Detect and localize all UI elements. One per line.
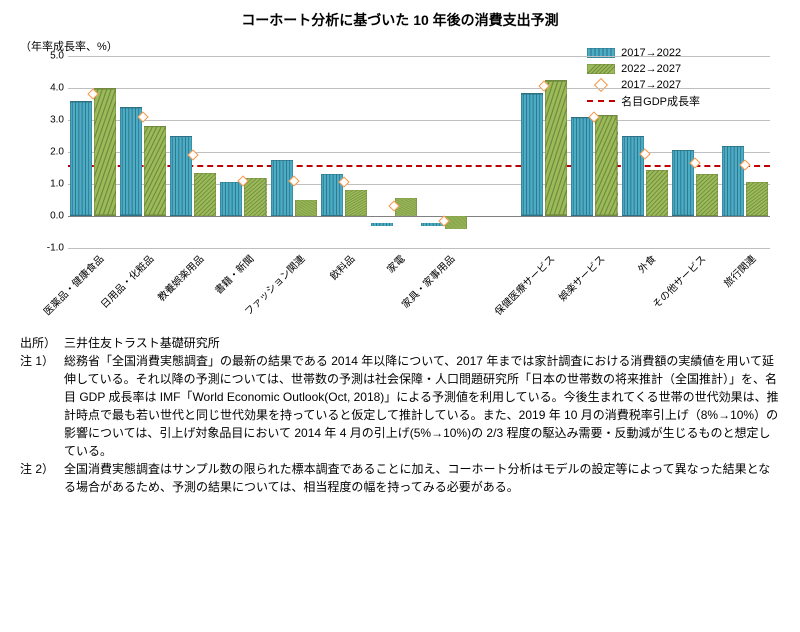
plot-area: -1.00.01.02.03.04.05.0医薬品・健康食品日用品・化粧品教養娯… [68, 56, 770, 248]
x-tick-label: 書籍・新聞 [208, 248, 257, 297]
note-text: 全国消費実態調査はサンプル数の限られた標本調査であることに加え、コーホート分析は… [64, 460, 780, 496]
bar [194, 173, 216, 216]
category-group: 保健医療サービス [519, 56, 569, 248]
note-row: 注 1）総務省「全国消費実態調査」の最新の結果である 2014 年以降について、… [20, 352, 780, 460]
gridline [68, 248, 770, 249]
bar [345, 190, 367, 216]
y-tick-label: 0.0 [50, 211, 68, 222]
chart-title: コーホート分析に基づいた 10 年後の消費支出予測 [20, 10, 780, 30]
bar [144, 126, 166, 216]
y-tick-label: 4.0 [50, 83, 68, 94]
y-tick-label: 5.0 [50, 51, 68, 62]
bar [646, 170, 668, 216]
x-tick-label: 医薬品・健康食品 [36, 248, 106, 318]
source-text: 三井住友トラスト基礎研究所 [64, 334, 780, 352]
note-key: 注 2） [20, 460, 64, 496]
bar [271, 160, 293, 216]
source-key: 出所） [20, 334, 64, 352]
category-group: 家具・家事用品 [419, 56, 469, 248]
y-tick-label: -1.0 [47, 243, 68, 254]
note-text: 総務省「全国消費実態調査」の最新の結果である 2014 年以降について、2017… [64, 352, 780, 460]
x-tick-label: 保健医療サービス [488, 248, 558, 318]
y-axis-label: （年率成長率、%） [20, 38, 118, 54]
note-key: 注 1） [20, 352, 64, 460]
bar [595, 115, 617, 216]
bar [94, 88, 116, 216]
y-tick-label: 3.0 [50, 115, 68, 126]
bar [722, 146, 744, 216]
bar [244, 178, 266, 216]
bar [521, 93, 543, 216]
category-group [469, 56, 519, 248]
bar [445, 216, 467, 229]
bar [421, 213, 443, 216]
bar [696, 174, 718, 216]
y-tick-label: 2.0 [50, 147, 68, 158]
category-group: ファッション関連 [269, 56, 319, 248]
source-row: 出所） 三井住友トラスト基礎研究所 [20, 334, 780, 352]
x-tick-label: 教養娯楽用品 [151, 248, 207, 304]
category-group: 家電 [369, 56, 419, 248]
x-tick-label: 外食 [630, 248, 658, 276]
bar [295, 200, 317, 216]
x-tick-label: 旅行関連 [717, 248, 759, 290]
bar [545, 80, 567, 216]
bar [371, 213, 393, 216]
bar [571, 117, 593, 216]
bar [120, 107, 142, 216]
bar [746, 182, 768, 216]
x-tick-label: 家電 [380, 248, 408, 276]
category-group: その他サービス [670, 56, 720, 248]
category-group: 教養娯楽用品 [168, 56, 218, 248]
bar [170, 136, 192, 216]
category-group: 外食 [620, 56, 670, 248]
bar [622, 136, 644, 216]
bar [70, 101, 92, 216]
footnotes: 出所） 三井住友トラスト基礎研究所 注 1）総務省「全国消費実態調査」の最新の結… [20, 334, 780, 496]
note-row: 注 2）全国消費実態調査はサンプル数の限られた標本調査であることに加え、コーホー… [20, 460, 780, 496]
category-group: 日用品・化粧品 [118, 56, 168, 248]
x-tick-label: 娯楽サービス [552, 248, 608, 304]
category-group: 旅行関連 [720, 56, 770, 248]
chart-area: （年率成長率、%） 2017→2022 2022→2027 2017→2027 … [20, 38, 780, 328]
category-group: 飲料品 [319, 56, 369, 248]
category-group: 医薬品・健康食品 [68, 56, 118, 248]
bar [220, 182, 242, 216]
y-tick-label: 1.0 [50, 179, 68, 190]
category-group: 書籍・新聞 [218, 56, 268, 248]
category-group: 娯楽サービス [569, 56, 619, 248]
x-tick-label: 飲料品 [323, 248, 358, 283]
figure-container: コーホート分析に基づいた 10 年後の消費支出予測 （年率成長率、%） 2017… [0, 0, 800, 506]
